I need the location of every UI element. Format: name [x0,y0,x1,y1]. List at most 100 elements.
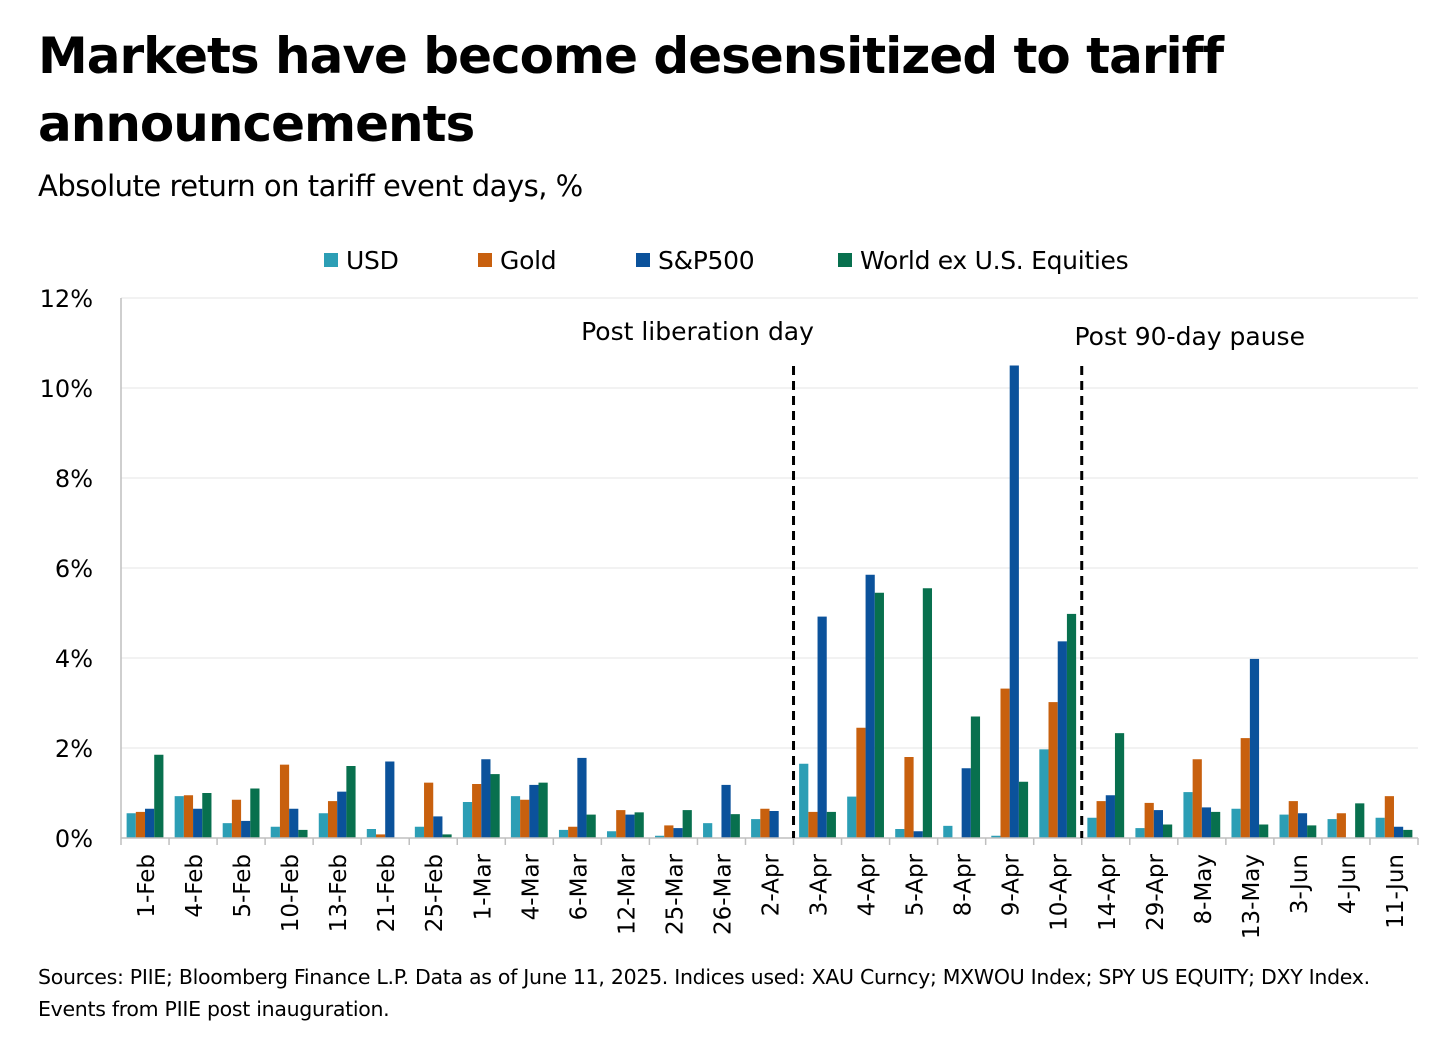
x-tick-label: 8-Apr [951,853,977,916]
bar-gold-13-may [1240,738,1250,838]
legend-label-usd: USD [346,245,399,275]
x-tick-label: 2-Apr [759,853,785,916]
bar-world-29-apr [1163,824,1173,838]
x-tick-label: 8-May [1191,854,1217,924]
bar-sp500-26-mar [721,784,731,838]
bar-world-13-feb [346,766,356,838]
y-tick-label: 10% [40,375,93,403]
bar-usd-2-apr [751,819,761,838]
bar-world-4-apr [874,592,884,838]
x-tick-label: 4-Apr [855,853,881,916]
bars [126,365,1413,838]
bar-usd-4-mar [510,796,521,838]
bar-gold-4-apr [856,727,866,838]
bar-gold-11-jun [1384,796,1394,838]
bar-gold-3-jun [1288,801,1298,838]
x-axis-ticks: 1-Feb 4-Feb 5-Feb 10-Feb 13-Feb 21-Feb 25-Feb 1… [134,853,1409,939]
bar-usd-5-apr [895,829,905,838]
bar-usd-13-may [1231,808,1241,838]
x-tick-label: 13-Feb [326,854,352,932]
legend-item-sp500: S&P500 [636,244,755,276]
legend-swatch-gold [478,253,492,267]
chart-subtitle: Absolute return on tariff event days, % [38,169,583,203]
bar-usd-9-apr [991,835,1001,838]
bar-world-8-may [1211,811,1221,838]
bar-gold-25-feb [424,782,434,838]
legend-item-gold: Gold [478,244,557,276]
bar-usd-4-jun [1327,819,1337,838]
x-tick-label: 1-Feb [134,854,160,918]
bar-world-14-apr [1114,733,1125,838]
x-tick-label: 3-Apr [807,853,833,916]
bar-usd-10-apr [1039,749,1049,838]
legend-swatch-world [838,253,852,267]
bar-usd-12-mar [606,831,617,838]
bar-gold-25-mar [664,825,674,838]
bar-usd-6-mar [558,829,569,838]
bar-world-25-feb [442,834,452,838]
legend-label-gold: Gold [500,245,557,275]
legend-swatch-usd [324,253,338,267]
bar-world-13-may [1259,824,1269,838]
bar-world-10-apr [1066,613,1077,838]
y-tick-label: 8% [55,465,93,493]
legend: USD Gold S&P500 World ex U.S. Equities [0,244,1440,276]
bar-sp500-3-jun [1297,813,1308,838]
bar-gold-10-apr [1048,702,1058,838]
y-tick-label: 0% [55,825,93,853]
bar-usd-25-mar [655,835,665,838]
chart-title: Markets have become desensitized to tari… [38,27,1224,153]
bar-gold-6-mar [568,826,578,838]
bar-world-6-mar [586,814,596,838]
bar-gold-9-apr [1000,688,1010,838]
bar-world-5-apr [922,588,933,838]
bar-world-4-feb [202,793,212,838]
bar-world-3-jun [1307,825,1317,838]
x-tick-label: 21-Feb [374,854,400,932]
bar-gold-21-feb [376,834,386,838]
bar-world-25-mar [682,810,692,838]
x-tick-label: 4-Jun [1335,854,1361,914]
bar-sp500-13-may [1249,658,1260,838]
bar-sp500-25-mar [673,828,683,838]
bar-world-4-jun [1355,803,1365,838]
bar-gold-4-feb [183,795,194,838]
x-tick-label: 3-Jun [1287,854,1313,914]
bar-world-9-apr [1018,781,1029,838]
bar-sp500-4-mar [529,784,539,838]
legend-label-sp500: S&P500 [658,245,755,275]
x-tick-label: 25-Mar [662,853,688,935]
bar-world-11-jun [1403,829,1413,838]
bar-usd-1-feb [126,813,136,838]
bar-sp500-4-feb [193,808,203,838]
bar-usd-3-jun [1279,814,1289,838]
annotation-label: Post liberation day [581,317,814,346]
y-tick-label: 6% [55,555,93,583]
bar-gold-4-mar [520,799,530,838]
x-tick-label: 4-Feb [182,854,208,918]
x-tick-label: 11-Jun [1383,854,1409,929]
y-tick-label: 2% [55,735,93,763]
bar-sp500-6-mar [577,757,587,838]
x-tick-label: 14-Apr [1095,853,1121,930]
x-tick-label: 10-Feb [278,854,304,932]
bar-usd-14-apr [1087,817,1097,838]
bar-usd-26-mar [703,823,713,838]
bar-world-26-mar [730,814,740,838]
x-tick-label: 1-Mar [470,853,496,920]
x-tick-label: 10-Apr [1047,853,1073,930]
bar-sp500-10-apr [1057,641,1067,838]
legend-item-world: World ex U.S. Equities [838,244,1129,276]
bar-sp500-5-apr [913,831,923,838]
bar-gold-14-apr [1096,801,1106,838]
bar-gold-5-apr [904,757,914,838]
bar-world-12-mar [634,812,644,838]
bar-world-1-feb [154,754,164,838]
bar-sp500-14-apr [1105,795,1115,838]
sources-note: Sources: PIIE; Bloomberg Finance L.P. Da… [38,965,1370,1021]
bar-gold-5-feb [231,799,242,838]
bar-world-10-feb [298,829,308,838]
gridlines [121,297,1418,749]
bar-gold-29-apr [1144,802,1154,838]
x-tick-label: 25-Feb [422,854,448,932]
